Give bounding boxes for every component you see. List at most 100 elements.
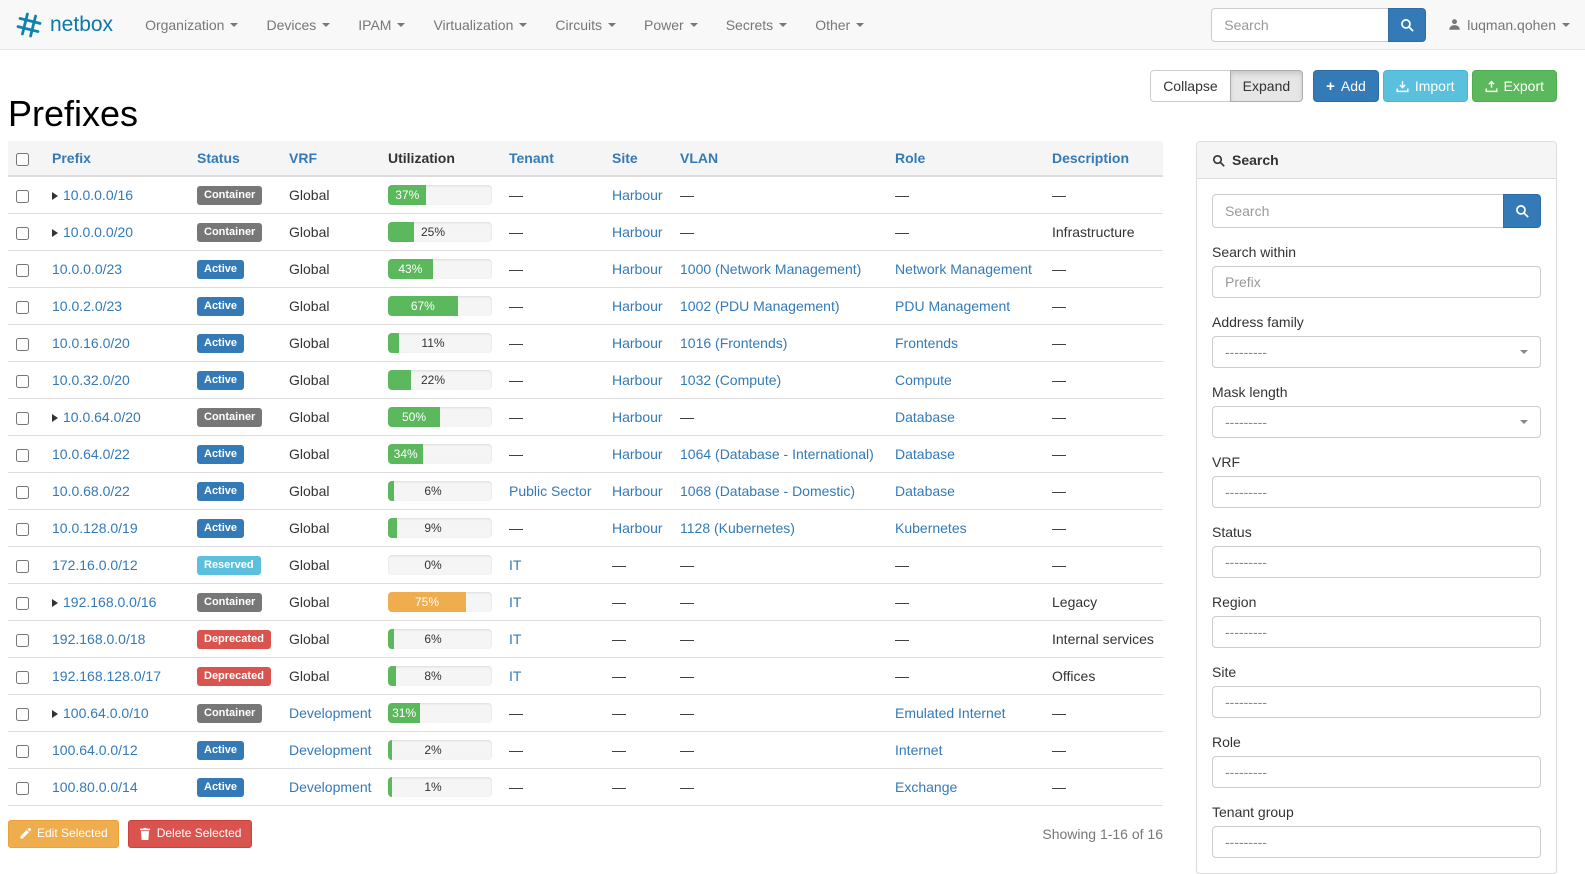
- column-header-prefix[interactable]: Prefix: [52, 150, 91, 166]
- column-header-description[interactable]: Description: [1052, 150, 1130, 166]
- tenant-link[interactable]: IT: [509, 557, 522, 573]
- prefix-link[interactable]: 10.0.32.0/20: [52, 372, 130, 388]
- role-link[interactable]: Database: [895, 409, 955, 425]
- region-select[interactable]: ---------: [1212, 616, 1541, 648]
- row-checkbox[interactable]: [16, 781, 29, 795]
- row-checkbox[interactable]: [16, 485, 29, 499]
- role-link[interactable]: Emulated Internet: [895, 705, 1006, 721]
- column-header-tenant[interactable]: Tenant: [509, 150, 554, 166]
- row-checkbox[interactable]: [16, 633, 29, 647]
- tenant-link[interactable]: IT: [509, 668, 522, 684]
- user-menu[interactable]: luqman.qohen: [1448, 17, 1570, 33]
- prefix-link[interactable]: 192.168.0.0/16: [63, 594, 157, 610]
- netbox-home-link[interactable]: netbox: [15, 11, 113, 39]
- role-link[interactable]: Frontends: [895, 335, 959, 351]
- row-checkbox[interactable]: [16, 744, 29, 758]
- prefix-link[interactable]: 100.80.0.0/14: [52, 779, 138, 795]
- site-link[interactable]: Harbour: [612, 446, 663, 462]
- prefix-link[interactable]: 10.0.68.0/22: [52, 483, 130, 499]
- site-link[interactable]: Harbour: [612, 335, 663, 351]
- expand-children-icon[interactable]: [52, 192, 58, 200]
- site-link[interactable]: Harbour: [612, 261, 663, 277]
- role-link[interactable]: Kubernetes: [895, 520, 967, 536]
- vrf-link[interactable]: Development: [289, 742, 372, 758]
- global-search-input[interactable]: [1211, 7, 1390, 42]
- vlan-link[interactable]: 1064 (Database - International): [680, 446, 874, 462]
- nav-item-secrets[interactable]: Secrets: [712, 0, 801, 50]
- row-checkbox[interactable]: [16, 411, 29, 425]
- nav-item-organization[interactable]: Organization: [131, 0, 252, 50]
- collapse-button[interactable]: Collapse: [1150, 70, 1231, 103]
- row-checkbox[interactable]: [16, 374, 29, 388]
- site-select[interactable]: ---------: [1212, 686, 1541, 718]
- address-family-select[interactable]: ---------: [1212, 336, 1541, 368]
- row-checkbox[interactable]: [16, 559, 29, 573]
- column-header-vlan[interactable]: VLAN: [680, 150, 719, 166]
- nav-item-ipam[interactable]: IPAM: [344, 0, 419, 50]
- delete-selected-button[interactable]: Delete Selected: [127, 820, 253, 848]
- role-link[interactable]: PDU Management: [895, 298, 1011, 314]
- row-checkbox[interactable]: [16, 448, 29, 462]
- vlan-link[interactable]: 1032 (Compute): [680, 372, 782, 388]
- row-checkbox[interactable]: [16, 337, 29, 351]
- site-link[interactable]: Harbour: [612, 187, 663, 203]
- row-checkbox[interactable]: [16, 707, 29, 721]
- mask-length-select[interactable]: ---------: [1212, 406, 1541, 438]
- select-all-checkbox[interactable]: [16, 152, 29, 166]
- tenant-link[interactable]: IT: [509, 594, 522, 610]
- prefix-link[interactable]: 10.0.64.0/22: [52, 446, 130, 462]
- import-button[interactable]: Import: [1382, 70, 1468, 103]
- role-link[interactable]: Database: [895, 483, 955, 499]
- prefix-link[interactable]: 100.64.0.0/12: [52, 742, 138, 758]
- vlan-link[interactable]: 1016 (Frontends): [680, 335, 788, 351]
- role-link[interactable]: Database: [895, 446, 955, 462]
- expand-children-icon[interactable]: [52, 710, 58, 718]
- expand-children-icon[interactable]: [52, 414, 58, 422]
- site-link[interactable]: Harbour: [612, 409, 663, 425]
- status-select[interactable]: ---------: [1212, 546, 1541, 578]
- filter-search-button[interactable]: [1503, 194, 1541, 228]
- nav-item-circuits[interactable]: Circuits: [541, 0, 630, 50]
- row-checkbox[interactable]: [16, 189, 29, 203]
- filter-search-input[interactable]: [1212, 194, 1504, 228]
- column-header-role[interactable]: Role: [895, 150, 926, 166]
- nav-item-other[interactable]: Other: [801, 0, 878, 50]
- vlan-link[interactable]: 1068 (Database - Domestic): [680, 483, 856, 499]
- row-checkbox[interactable]: [16, 226, 29, 240]
- prefix-link[interactable]: 10.0.16.0/20: [52, 335, 130, 351]
- prefix-link[interactable]: 10.0.0.0/16: [63, 187, 134, 203]
- row-checkbox[interactable]: [16, 263, 29, 277]
- role-link[interactable]: Network Management: [895, 261, 1032, 277]
- site-link[interactable]: Harbour: [612, 372, 663, 388]
- global-search-button[interactable]: [1388, 7, 1427, 42]
- add-button[interactable]: + Add: [1313, 70, 1379, 103]
- prefix-link[interactable]: 10.0.0.0/20: [63, 224, 134, 240]
- prefix-link[interactable]: 10.0.64.0/20: [63, 409, 141, 425]
- column-header-site[interactable]: Site: [612, 150, 638, 166]
- column-header-status[interactable]: Status: [197, 150, 240, 166]
- row-checkbox[interactable]: [16, 300, 29, 314]
- column-header-vrf[interactable]: VRF: [289, 150, 317, 166]
- expand-button[interactable]: Expand: [1229, 70, 1304, 103]
- vrf-link[interactable]: Development: [289, 705, 372, 721]
- vlan-link[interactable]: 1000 (Network Management): [680, 261, 862, 277]
- nav-item-virtualization[interactable]: Virtualization: [419, 0, 541, 50]
- vrf-link[interactable]: Development: [289, 779, 372, 795]
- prefix-link[interactable]: 10.0.0.0/23: [52, 261, 123, 277]
- prefix-link[interactable]: 10.0.128.0/19: [52, 520, 138, 536]
- tenant-link[interactable]: IT: [509, 631, 522, 647]
- role-select[interactable]: ---------: [1212, 756, 1541, 788]
- role-link[interactable]: Exchange: [895, 779, 958, 795]
- search-within-input[interactable]: [1212, 266, 1541, 298]
- row-checkbox[interactable]: [16, 522, 29, 536]
- role-link[interactable]: Compute: [895, 372, 952, 388]
- row-checkbox[interactable]: [16, 670, 29, 684]
- prefix-link[interactable]: 192.168.128.0/17: [52, 668, 161, 684]
- tenant-group-select[interactable]: ---------: [1212, 826, 1541, 858]
- vlan-link[interactable]: 1002 (PDU Management): [680, 298, 840, 314]
- site-link[interactable]: Harbour: [612, 224, 663, 240]
- nav-item-devices[interactable]: Devices: [252, 0, 344, 50]
- export-button[interactable]: Export: [1471, 70, 1557, 103]
- site-link[interactable]: Harbour: [612, 520, 663, 536]
- expand-children-icon[interactable]: [52, 599, 58, 607]
